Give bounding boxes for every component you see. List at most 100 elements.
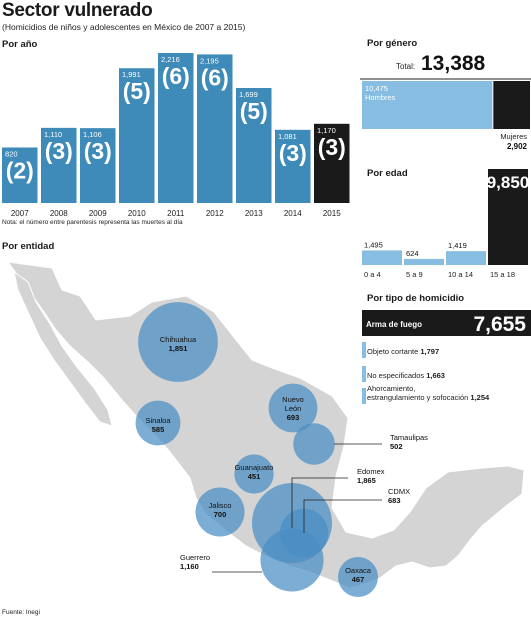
state-bubble xyxy=(268,383,318,433)
state-value-label: 1,851 xyxy=(169,344,188,353)
state-name-label: Guerrero xyxy=(180,553,210,562)
gender-category-label: Hombres xyxy=(365,93,396,102)
age-tick-label: 0 a 4 xyxy=(364,270,381,279)
age-bar xyxy=(446,251,486,265)
mexico-map-shape xyxy=(6,261,525,589)
note-text: Nota: el número entre parentesis represe… xyxy=(2,219,183,226)
daily-deaths-label: (3) xyxy=(84,138,112,164)
type-value-label: 1,797 xyxy=(418,347,439,356)
gender-value-label: 2,902 xyxy=(507,142,528,151)
daily-deaths-label: (3) xyxy=(45,138,73,164)
year-tick-label: 2014 xyxy=(284,209,302,217)
year-bar xyxy=(41,127,77,203)
state-bubble xyxy=(234,454,274,494)
total-value: 13,388 xyxy=(421,52,486,75)
year-tick-label: 2008 xyxy=(50,209,68,217)
age-bar-chart: 1,495 0 a 4 624 5 a 9 1,419 10 a 14 9,850 15 a … xyxy=(362,169,530,279)
state-name-label: León xyxy=(285,404,302,413)
year-value-label: 820 xyxy=(5,149,18,158)
daily-deaths-label: (5) xyxy=(240,98,268,124)
gender-category-label: Mujeres xyxy=(500,132,527,141)
daily-deaths-label: (3) xyxy=(279,140,307,166)
state-value-label: 467 xyxy=(352,575,365,584)
daily-deaths-label: (6) xyxy=(201,64,229,90)
chart-title: Sector vulnerado xyxy=(2,0,153,21)
type-value-label: 1,663 xyxy=(424,371,445,380)
type-marker xyxy=(362,388,366,404)
year-tick-label: 2015 xyxy=(323,209,341,217)
state-bubble xyxy=(135,400,181,446)
year-tick-label: 2007 xyxy=(11,209,29,217)
year-bar xyxy=(119,68,155,203)
age-section-title: Por edad xyxy=(367,168,408,179)
type-category-label: Arma de fuego xyxy=(366,320,422,329)
year-bar xyxy=(314,123,350,203)
state-value-label: 585 xyxy=(152,425,165,434)
year-bar xyxy=(275,129,311,203)
state-name-label: Oaxaca xyxy=(345,566,372,575)
state-value-label: 700 xyxy=(214,510,227,519)
year-tick-label: 2013 xyxy=(245,209,263,217)
year-bar xyxy=(2,147,38,203)
type-marker xyxy=(362,342,366,358)
state-name-label: Edomex xyxy=(357,467,385,476)
age-value-label: 624 xyxy=(406,249,419,258)
state-name-label: CDMX xyxy=(388,487,410,496)
daily-deaths-label: (3) xyxy=(318,134,346,160)
state-value-label: 1,160 xyxy=(180,562,199,571)
year-value-label: 1,110 xyxy=(44,130,62,139)
state-section-title: Por entidad xyxy=(2,241,55,252)
age-tick-label: 10 a 14 xyxy=(448,270,473,279)
homicide-type-chart: Arma de fuego 7,655 Objeto cortante 1,797 N… xyxy=(362,310,531,404)
year-bar xyxy=(80,128,116,203)
year-bar xyxy=(236,87,272,203)
age-tick-label: 5 a 9 xyxy=(406,270,423,279)
state-value-label: 693 xyxy=(287,413,300,422)
state-value-label: 1,865 xyxy=(357,476,376,485)
state-bubble xyxy=(293,423,335,465)
state-name-label: Sinaloa xyxy=(145,416,171,425)
state-value-label: 683 xyxy=(388,496,401,505)
callout-line xyxy=(291,477,348,528)
state-bubble xyxy=(260,528,324,592)
gender-value-label: 10,475 xyxy=(365,84,388,93)
type-category-label: estrangulamiento y sofocación 1,254 xyxy=(367,393,490,402)
state-bubble xyxy=(195,487,245,537)
year-tick-label: 2011 xyxy=(167,209,185,217)
baja-california-shape xyxy=(13,270,113,427)
age-value-label: 1,419 xyxy=(448,241,467,250)
year-value-label: 1,081 xyxy=(278,132,297,141)
type-category-label: Ahorcamiento, xyxy=(367,384,415,393)
year-value-label: 1,170 xyxy=(317,126,336,135)
year-value-label: 2,216 xyxy=(161,55,180,64)
total-label: Total: xyxy=(396,62,415,71)
type-category-label: No especificados 1,663 xyxy=(367,371,445,380)
year-value-label: 1,699 xyxy=(239,90,258,99)
source-text: Fuente: Inegi xyxy=(2,609,40,616)
type-value-label: 1,254 xyxy=(468,393,490,402)
year-tick-label: 2009 xyxy=(89,209,107,217)
daily-deaths-label: (5) xyxy=(123,78,151,104)
state-name-label: Guanajuato xyxy=(235,463,274,472)
state-bubble xyxy=(138,302,218,382)
gender-bar-hombres xyxy=(362,81,493,129)
age-bar xyxy=(362,250,402,265)
year-section-title: Por año xyxy=(2,39,38,50)
state-value-label: 451 xyxy=(248,472,261,481)
year-value-label: 1,991 xyxy=(122,70,141,79)
type-section-title: Por tipo de homicidio xyxy=(367,293,465,304)
type-value-label: 7,655 xyxy=(473,313,526,336)
age-value-label: 9,850 xyxy=(487,173,530,192)
year-tick-label: 2012 xyxy=(206,209,224,217)
state-name-label: Chihuahua xyxy=(160,335,197,344)
age-bar xyxy=(488,169,528,265)
year-tick-label: 2010 xyxy=(128,209,146,217)
type-bar-main xyxy=(362,310,531,336)
daily-deaths-label: (2) xyxy=(6,157,34,183)
state-bubble xyxy=(337,556,379,598)
gender-bar-mujeres xyxy=(493,81,530,129)
age-value-label: 1,495 xyxy=(364,240,383,249)
state-name-label: Jalisco xyxy=(209,501,232,510)
